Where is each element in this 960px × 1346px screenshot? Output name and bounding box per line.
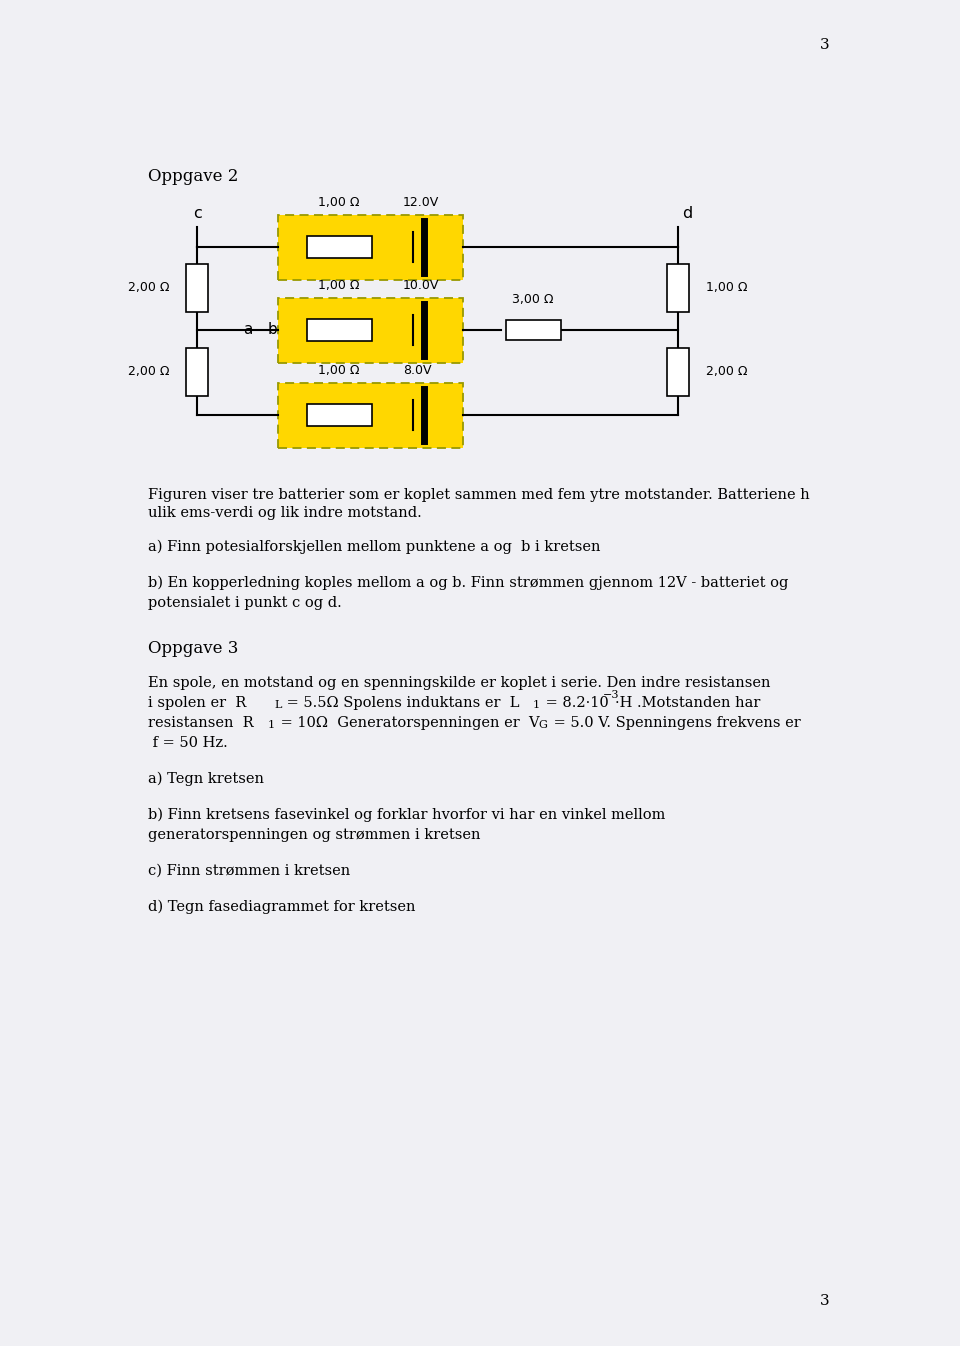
Text: = 8.2·10: = 8.2·10 [541,696,609,709]
Text: 1,00 Ω: 1,00 Ω [319,363,360,377]
Text: potensialet i punkt c og d.: potensialet i punkt c og d. [148,596,342,610]
Text: i spolen er  R: i spolen er R [148,696,247,709]
Bar [307,404,372,425]
Text: 1,00 Ω: 1,00 Ω [319,197,360,209]
Text: ·H .Motstanden har: ·H .Motstanden har [615,696,760,709]
Text: 8.0V: 8.0V [403,363,431,377]
Bar [186,264,208,312]
Text: a) Tegn kretsen: a) Tegn kretsen [148,773,264,786]
Bar [278,297,463,363]
Text: generatorspenningen og strømmen i kretsen: generatorspenningen og strømmen i kretse… [148,828,481,843]
Text: b: b [268,323,277,338]
Text: = 10Ω  Generatorspenningen er  V: = 10Ω Generatorspenningen er V [276,716,540,730]
Text: = 5.5Ω Spolens induktans er  L: = 5.5Ω Spolens induktans er L [282,696,519,709]
Bar [506,320,561,341]
Bar [667,264,689,312]
Text: 12.0V: 12.0V [403,197,440,209]
Text: 2,00 Ω: 2,00 Ω [128,366,169,378]
Text: ulik ems-verdi og lik indre motstand.: ulik ems-verdi og lik indre motstand. [148,506,421,520]
Bar [307,236,372,258]
Text: f = 50 Hz.: f = 50 Hz. [148,736,228,750]
Text: b) Finn kretsens fasevinkel og forklar hvorfor vi har en vinkel mellom: b) Finn kretsens fasevinkel og forklar h… [148,808,665,822]
Text: a: a [243,323,252,338]
Text: 1,00 Ω: 1,00 Ω [706,281,748,295]
Bar [307,319,372,341]
Bar [278,215,463,280]
Text: d: d [682,206,692,221]
Bar [667,349,689,396]
Text: c) Finn strømmen i kretsen: c) Finn strømmen i kretsen [148,864,350,878]
Text: Figuren viser tre batterier som er koplet sammen med fem ytre motstander. Batter: Figuren viser tre batterier som er kople… [148,489,809,502]
Text: = 5.0 V. Spenningens frekvens er: = 5.0 V. Spenningens frekvens er [549,716,801,730]
Text: 2,00 Ω: 2,00 Ω [128,281,169,295]
Text: 3: 3 [820,38,829,52]
Text: 2,00 Ω: 2,00 Ω [706,366,748,378]
Text: −3: −3 [603,690,619,700]
Text: c: c [193,206,202,221]
Text: 1: 1 [533,700,540,709]
Text: 3,00 Ω: 3,00 Ω [513,293,554,306]
Bar [278,384,463,448]
Text: 10.0V: 10.0V [403,279,440,292]
Text: G: G [538,720,547,730]
Text: d) Tegn fasediagrammet for kretsen: d) Tegn fasediagrammet for kretsen [148,900,416,914]
Text: 1,00 Ω: 1,00 Ω [319,279,360,292]
Text: En spole, en motstand og en spenningskilde er koplet i serie. Den indre resistan: En spole, en motstand og en spenningskil… [148,676,771,690]
Text: 1: 1 [268,720,276,730]
Text: Oppgave 2: Oppgave 2 [148,168,238,184]
Text: 3: 3 [820,1294,829,1308]
Text: resistansen  R: resistansen R [148,716,253,730]
Text: a) Finn potesialforskjellen mellom punktene a og  b i kretsen: a) Finn potesialforskjellen mellom punkt… [148,540,601,555]
Bar [186,349,208,396]
Text: L: L [274,700,281,709]
Text: b) En kopperledning koples mellom a og b. Finn strømmen gjennom 12V - batteriet : b) En kopperledning koples mellom a og b… [148,576,788,591]
Text: Oppgave 3: Oppgave 3 [148,639,238,657]
